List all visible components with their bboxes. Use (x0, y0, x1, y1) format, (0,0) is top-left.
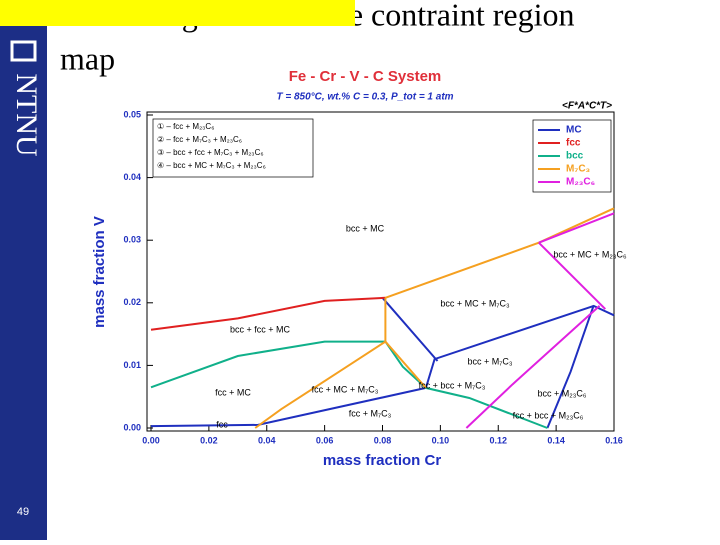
y-tick-label: 0.00 (123, 422, 141, 432)
chart-subtitle: T = 850°C, wt.% C = 0.3, P_tot = 1 atm (276, 92, 453, 103)
region-label: bcc + M₇C₃ (467, 356, 512, 366)
x-tick-label: 0.12 (489, 435, 507, 445)
key-entry: ③ – bcc + fcc + M₇C₃ + M₂₃C₆ (157, 148, 264, 157)
region-label: bcc + MC + M₂₃C₆ (553, 249, 627, 259)
region-label: fcc + M₇C₃ (349, 408, 392, 418)
key-entry: ① – fcc + M₂₃C₆ (157, 122, 214, 131)
region-label: bcc + MC + M₇C₃ (440, 298, 510, 308)
x-tick-label: 0.00 (142, 435, 160, 445)
x-tick-label: 0.14 (547, 435, 565, 445)
region-label: fcc + MC (215, 387, 251, 397)
y-tick-label: 0.02 (123, 297, 141, 307)
chart-title: Fe - Cr - V - C System (289, 68, 442, 85)
phase-boundary (150, 296, 386, 331)
legend-label: MC (566, 125, 582, 136)
logo: NTNU (10, 73, 43, 157)
x-tick-label: 0.04 (258, 435, 276, 445)
region-label: fcc + MC + M₇C₃ (312, 384, 379, 394)
phase-boundary (465, 212, 615, 429)
logo-mark (10, 40, 37, 62)
y-tick-label: 0.04 (123, 172, 141, 182)
phase-boundary (150, 340, 548, 429)
y-tick-label: 0.01 (123, 360, 141, 370)
region-label: bcc + MC (346, 223, 385, 233)
slide-number: 49 (17, 506, 29, 518)
x-tick-label: 0.08 (374, 435, 392, 445)
x-axis-label: mass fraction Cr (323, 452, 442, 469)
source-label: <F*A*C*T> (562, 101, 612, 112)
x-tick-label: 0.06 (316, 435, 334, 445)
y-tick-label: 0.05 (123, 109, 141, 119)
legend-label: fcc (566, 138, 581, 149)
region-label: fcc (216, 419, 228, 429)
highlight-box (0, 0, 355, 26)
key-box (152, 118, 314, 178)
region-label: bcc + M₂₃C₆ (537, 388, 586, 398)
key-entry: ② – fcc + M₇C₃ + M₂₃C₆ (157, 135, 242, 144)
region-label: fcc + bcc + M₇C₃ (419, 380, 486, 390)
y-tick-label: 0.03 (123, 235, 141, 245)
x-tick-label: 0.02 (200, 435, 218, 445)
slide-title: map (60, 40, 115, 76)
key-entry: ④ – bcc + MC + M₇C₃ + M₂₃C₆ (157, 161, 266, 170)
legend-label: M₂₃C₆ (566, 177, 595, 188)
legend-label: M₇C₃ (566, 164, 591, 175)
side-bar (0, 0, 47, 540)
x-tick-label: 0.16 (605, 435, 623, 445)
region-label: bcc + fcc + MC (230, 324, 291, 334)
plot-area (146, 111, 615, 432)
y-axis-label: mass fraction V (91, 216, 108, 328)
x-tick-label: 0.10 (432, 435, 450, 445)
legend-label: bcc (566, 151, 584, 162)
region-label: fcc + bcc + M₂₃C₆ (513, 410, 584, 420)
